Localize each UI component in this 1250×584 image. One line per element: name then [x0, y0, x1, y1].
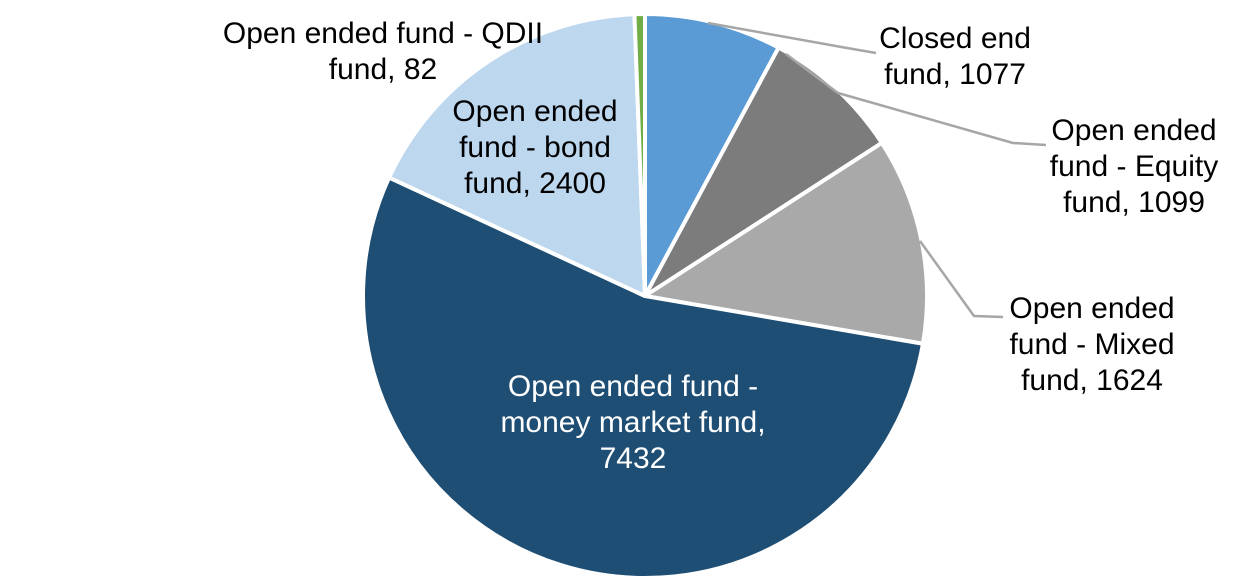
data-label-equity-fund: Open ended fund - Equity fund, 1099 — [1008, 113, 1250, 221]
data-label-line: Open ended fund - QDII — [222, 17, 544, 50]
leader-line-equity-fund — [785, 53, 1047, 147]
data-label-qdii-fund: Open ended fund - QDII fund, 82 — [183, 16, 583, 88]
data-label-line: fund, 82 — [328, 53, 438, 86]
data-label-line: fund, 1624 — [1021, 364, 1163, 397]
pie-slice-equity-fund[interactable] — [643, 45, 884, 298]
leader-line-mixed-fund — [918, 240, 1004, 319]
data-label-line: 7432 — [599, 442, 667, 475]
data-label-line: fund - Mixed — [1009, 328, 1175, 361]
pie-slice-mixed-fund[interactable] — [643, 140, 929, 346]
data-label-line: Open ended — [1009, 292, 1175, 325]
pie-slice-money-market-fund[interactable] — [361, 175, 925, 580]
data-label-line: fund, 1077 — [884, 58, 1026, 91]
data-label-line: Open ended — [1051, 114, 1217, 147]
data-label-line: fund - Equity — [1049, 150, 1219, 183]
data-label-line: fund, 2400 — [464, 167, 606, 200]
data-label-line: Open ended fund - — [507, 370, 759, 403]
data-label-bond-fund: Open ended fund - bond fund, 2400 — [385, 94, 685, 202]
data-label-closed-end-fund: Closed end fund, 1077 — [830, 21, 1080, 93]
data-label-mixed-fund: Open ended fund - Mixed fund, 1624 — [967, 291, 1217, 399]
data-label-line: fund - bond — [459, 131, 611, 164]
data-label-line: fund, 1099 — [1063, 186, 1205, 219]
data-label-line: Open ended — [452, 95, 618, 128]
data-label-line: money market fund, — [500, 406, 766, 439]
leader-line-closed-end-fund — [707, 21, 877, 55]
pie-slice-qdii-fund[interactable] — [632, 12, 647, 298]
pie-slice-closed-end-fund[interactable] — [643, 12, 781, 298]
data-label-line: Closed end — [879, 22, 1031, 55]
pie-slice-bond-fund[interactable] — [387, 12, 647, 298]
data-label-money-market-fund: Open ended fund - money market fund, 743… — [458, 369, 808, 477]
